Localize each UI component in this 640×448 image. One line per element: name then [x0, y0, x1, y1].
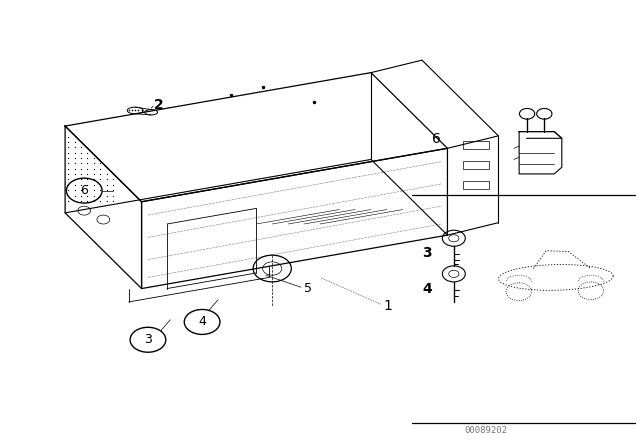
- Text: 5: 5: [304, 282, 312, 295]
- Text: 00089202: 00089202: [464, 426, 507, 435]
- Text: 2: 2: [154, 98, 164, 112]
- Text: 4: 4: [198, 315, 206, 328]
- Bar: [463, 181, 489, 189]
- Text: 3: 3: [422, 246, 431, 260]
- Text: 6: 6: [431, 133, 440, 146]
- Text: 1: 1: [384, 299, 392, 313]
- Text: 6: 6: [80, 184, 88, 197]
- Text: 4: 4: [422, 281, 432, 296]
- Text: 3: 3: [144, 333, 152, 346]
- Bar: [463, 141, 489, 149]
- Bar: [463, 161, 489, 169]
